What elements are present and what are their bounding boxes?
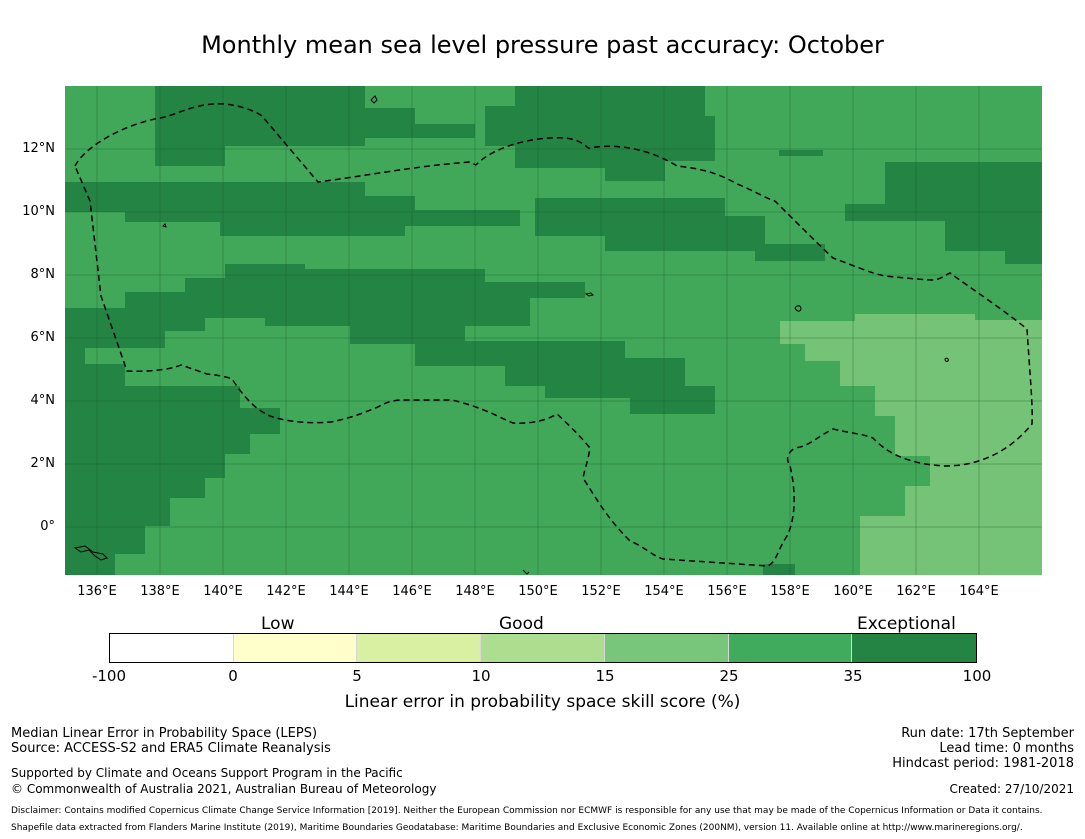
disclaimer-copernicus: Disclaimer: Contains modified Copernicus…	[11, 806, 1043, 816]
y-tick-label: 0°	[40, 519, 55, 534]
region-exceptional-west	[65, 364, 280, 575]
colorbar-tick-label: 5	[352, 667, 362, 685]
region-exceptional-7n	[65, 264, 585, 364]
x-tick-label: 136°E	[77, 584, 117, 599]
x-tick-label: 140°E	[203, 584, 243, 599]
colorbar-segment	[233, 634, 358, 662]
x-tick-label: 146°E	[392, 584, 432, 599]
x-tick-label: 138°E	[140, 584, 180, 599]
region-exceptional-10n	[65, 182, 520, 236]
region-exceptional-north	[155, 86, 475, 166]
footer-copyright: © Commonwealth of Australia 2021, Austra…	[11, 782, 437, 796]
x-tick-label: 150°E	[518, 584, 558, 599]
y-tick-label: 6°N	[30, 330, 56, 345]
region-good-southeast	[780, 314, 1042, 575]
x-tick-label: 156°E	[707, 584, 747, 599]
x-tick-label: 144°E	[329, 584, 369, 599]
y-tick-label: 8°N	[30, 267, 56, 282]
colorbar-category-good: Good	[499, 614, 544, 634]
created-date: Created: 27/10/2021	[949, 782, 1074, 796]
footer-support: Supported by Climate and Oceans Support …	[11, 766, 403, 780]
chart-title: Monthly mean sea level pressure past acc…	[201, 31, 884, 59]
colorbar-tick-label: 10	[471, 667, 491, 685]
hindcast-period: Hindcast period: 1981-2018	[892, 756, 1074, 771]
x-tick-label: 160°E	[833, 584, 873, 599]
x-tick-label: 152°E	[581, 584, 621, 599]
good-regions	[780, 314, 1042, 575]
colorbar-tick-label: 25	[719, 667, 739, 685]
y-tick-label: 2°N	[30, 456, 56, 471]
graticule	[65, 86, 1042, 575]
x-tick-label: 142°E	[266, 584, 306, 599]
colorbar-category-exceptional: Exceptional	[857, 614, 956, 634]
y-tick-label: 12°N	[22, 141, 55, 156]
colorbar-category-low: Low	[261, 614, 295, 634]
x-tick-label: 148°E	[455, 584, 495, 599]
region-exceptional-east	[845, 162, 1042, 264]
y-tick-label: 4°N	[30, 393, 56, 408]
x-tick-label: 154°E	[644, 584, 684, 599]
region-exceptional-5n	[415, 341, 715, 414]
y-tick-label: 10°N	[22, 204, 55, 219]
colorbar-tick-label: 15	[595, 667, 615, 685]
region-exceptional-south-patch	[763, 564, 795, 575]
colorbar-segment	[110, 634, 234, 662]
exceptional-regions	[65, 86, 1042, 575]
lead-time: Lead time: 0 months	[939, 741, 1074, 756]
colorbar-segment	[852, 634, 977, 662]
x-tick-label: 162°E	[896, 584, 936, 599]
colorbar-segment	[728, 634, 853, 662]
colorbar-tick-label: 35	[843, 667, 863, 685]
colorbar-tick-label: 100	[962, 667, 992, 685]
colorbar-label: Linear error in probability space skill …	[344, 692, 741, 712]
colorbar	[109, 633, 977, 663]
run-date: Run date: 17th September	[901, 726, 1074, 741]
x-tick-label: 164°E	[959, 584, 999, 599]
island-outlines	[73, 95, 949, 575]
colorbar-segment	[604, 634, 729, 662]
x-tick-label: 158°E	[770, 584, 810, 599]
region-exceptional-patch	[779, 150, 823, 156]
footer-source: Source: ACCESS-S2 and ERA5 Climate Reana…	[11, 741, 331, 756]
skill-score-map	[65, 86, 1042, 575]
colorbar-tick-label: 0	[228, 667, 238, 685]
region-exceptional-9n	[535, 198, 825, 261]
eez-boundary-line	[74, 103, 1033, 567]
region-exceptional-north-central	[485, 86, 715, 181]
map-panel[interactable]	[65, 86, 1042, 575]
disclaimer-shapefile: Shapefile data extracted from Flanders M…	[11, 823, 1023, 833]
colorbar-segment	[481, 634, 605, 662]
footer-method: Median Linear Error in Probability Space…	[11, 726, 318, 741]
colorbar-tick-label: -100	[91, 667, 127, 685]
colorbar-segment	[357, 634, 482, 662]
